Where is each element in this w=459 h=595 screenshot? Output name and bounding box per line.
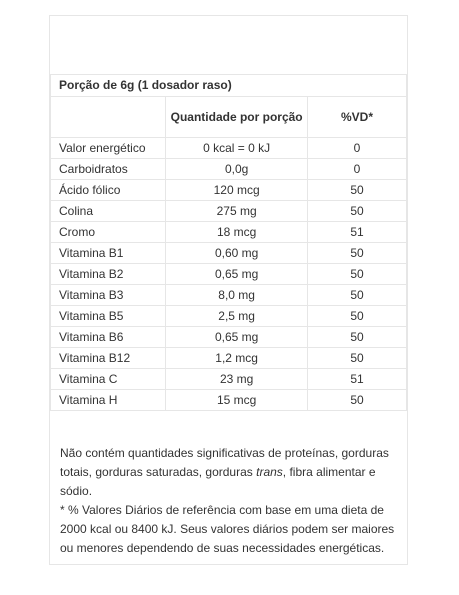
- nutrient-vd: 50: [307, 242, 407, 264]
- table-row: Vitamina B5 2,5 mg 50: [49, 305, 407, 327]
- nutrient-header: [49, 96, 167, 138]
- quantity-header: Quantidade por porção: [165, 96, 309, 138]
- nutrient-vd: 50: [307, 389, 407, 411]
- nutrient-name: Vitamina C: [49, 368, 167, 390]
- nutrient-quantity: 0,65 mg: [165, 326, 309, 348]
- nutrient-name: Ácido fólico: [49, 179, 167, 201]
- table-row: Vitamina B2 0,65 mg 50: [49, 263, 407, 285]
- nutrient-vd: 50: [307, 200, 407, 222]
- nutrient-vd: 51: [307, 221, 407, 243]
- nutrient-quantity: 18 mcg: [165, 221, 309, 243]
- nutrient-quantity: 0 kcal = 0 kJ: [165, 137, 309, 159]
- disclaimer-note: Não contém quantidades significativas de…: [60, 444, 395, 501]
- nutrient-name: Vitamina B5: [49, 305, 167, 327]
- nutrient-quantity: 120 mcg: [165, 179, 309, 201]
- nutrient-quantity: 8,0 mg: [165, 284, 309, 306]
- nutrient-name: Vitamina B12: [49, 347, 167, 369]
- nutrient-name: Vitamina H: [49, 389, 167, 411]
- table-row: Vitamina C 23 mg 51: [49, 368, 407, 390]
- nutrient-name: Colina: [49, 200, 167, 222]
- nutrient-quantity: 23 mg: [165, 368, 309, 390]
- nutrient-quantity: 0,0g: [165, 158, 309, 180]
- nutrient-vd: 51: [307, 368, 407, 390]
- nutrient-quantity: 275 mg: [165, 200, 309, 222]
- table-row: Vitamina B12 1,2 mcg 50: [49, 347, 407, 369]
- nutrient-vd: 50: [307, 179, 407, 201]
- portion-label: Porção de 6g (1 dosador raso): [50, 74, 407, 97]
- nutrient-vd: 50: [307, 347, 407, 369]
- nutrient-vd: 50: [307, 305, 407, 327]
- table-row: Vitamina B1 0,60 mg 50: [49, 242, 407, 264]
- table-row: Carboidratos 0,0g 0: [49, 158, 407, 180]
- nutrient-quantity: 2,5 mg: [165, 305, 309, 327]
- table-row: Ácido fólico 120 mcg 50: [49, 179, 407, 201]
- nutrient-vd: 50: [307, 326, 407, 348]
- nutrient-quantity: 0,60 mg: [165, 242, 309, 264]
- nutrient-vd: 50: [307, 284, 407, 306]
- table-row: Colina 275 mg 50: [49, 200, 407, 222]
- nutrient-name: Vitamina B1: [49, 242, 167, 264]
- table-row: Vitamina B6 0,65 mg 50: [49, 326, 407, 348]
- nutrient-quantity: 0,65 mg: [165, 263, 309, 285]
- table-row: Vitamina H 15 mcg 50: [49, 389, 407, 411]
- vd-header: %VD*: [307, 96, 407, 138]
- nutrient-name: Vitamina B3: [49, 284, 167, 306]
- portion-row: Porção de 6g (1 dosador raso): [50, 74, 407, 97]
- footnotes: Não contém quantidades significativas de…: [60, 444, 395, 558]
- table-header-row: Quantidade por porção %VD*: [49, 96, 407, 138]
- nutrient-name: Vitamina B2: [49, 263, 167, 285]
- nutrient-vd: 0: [307, 158, 407, 180]
- disclaimer-italic-text: trans: [256, 465, 283, 479]
- vd-reference-note: * % Valores Diários de referência com ba…: [60, 503, 395, 555]
- table-row: Cromo 18 mcg 51: [49, 221, 407, 243]
- nutrient-name: Vitamina B6: [49, 326, 167, 348]
- disclaimer-text-end: , fibra alimentar e sódio.: [60, 465, 376, 498]
- nutrition-table-body: Valor energético 0 kcal = 0 kJ 0 Carboidrat…: [49, 137, 407, 411]
- table-row: Valor energético 0 kcal = 0 kJ 0: [49, 137, 407, 159]
- nutrient-name: Valor energético: [49, 137, 167, 159]
- disclaimer-text: Não contém quantidades significativas de…: [60, 446, 389, 479]
- nutrient-quantity: 1,2 mcg: [165, 347, 309, 369]
- table-row: Vitamina B3 8,0 mg 50: [49, 284, 407, 306]
- nutrition-facts-card: Porção de 6g (1 dosador raso) Quantidade…: [49, 15, 408, 565]
- nutrient-quantity: 15 mcg: [165, 389, 309, 411]
- nutrition-table: Porção de 6g (1 dosador raso) Quantidade…: [49, 74, 407, 411]
- nutrient-vd: 0: [307, 137, 407, 159]
- nutrient-name: Carboidratos: [49, 158, 167, 180]
- nutrient-name: Cromo: [49, 221, 167, 243]
- nutrient-vd: 50: [307, 263, 407, 285]
